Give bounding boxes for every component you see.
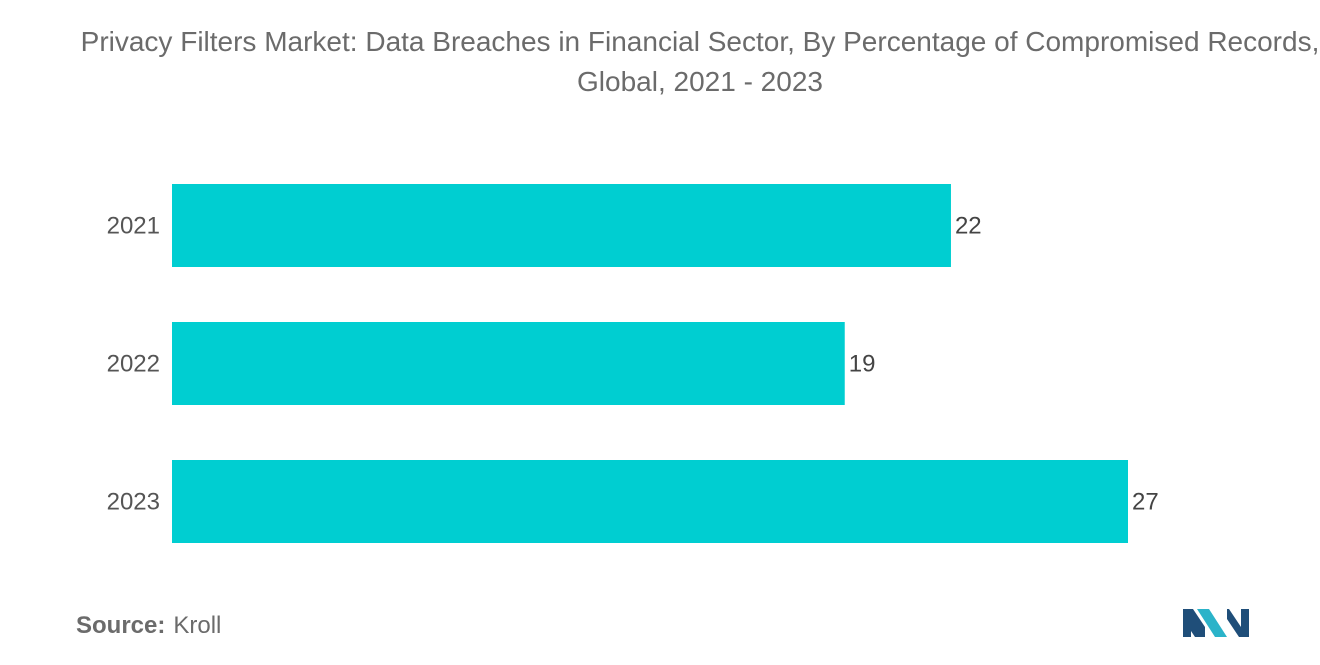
logo-mid-stroke <box>1197 609 1227 637</box>
bar-2021 <box>172 184 951 267</box>
category-label-2021: 2021 <box>107 213 160 240</box>
bar-2023 <box>172 460 1128 543</box>
chart-title: Privacy Filters Market: Data Breaches in… <box>80 26 1320 97</box>
value-label-2022: 19 <box>849 351 876 378</box>
source-note: Source: Kroll <box>76 612 221 640</box>
source-text: Kroll <box>173 612 222 639</box>
logo-right-stroke <box>1219 609 1249 637</box>
mordor-intelligence-logo-icon <box>1183 609 1249 637</box>
value-label-2023: 27 <box>1132 489 1159 516</box>
value-label-2021: 22 <box>955 213 982 240</box>
category-label-2022: 2022 <box>107 351 160 378</box>
logo-left-stroke <box>1183 609 1205 637</box>
bar-chart: 2021 22 2022 19 2023 27 <box>107 184 1159 543</box>
bar-2022 <box>172 322 845 405</box>
source-prefix: Source: <box>76 612 166 639</box>
bars-group <box>172 184 1128 543</box>
category-label-2023: 2023 <box>107 489 160 516</box>
labels-group: 2021 22 2022 19 2023 27 <box>107 213 1159 516</box>
